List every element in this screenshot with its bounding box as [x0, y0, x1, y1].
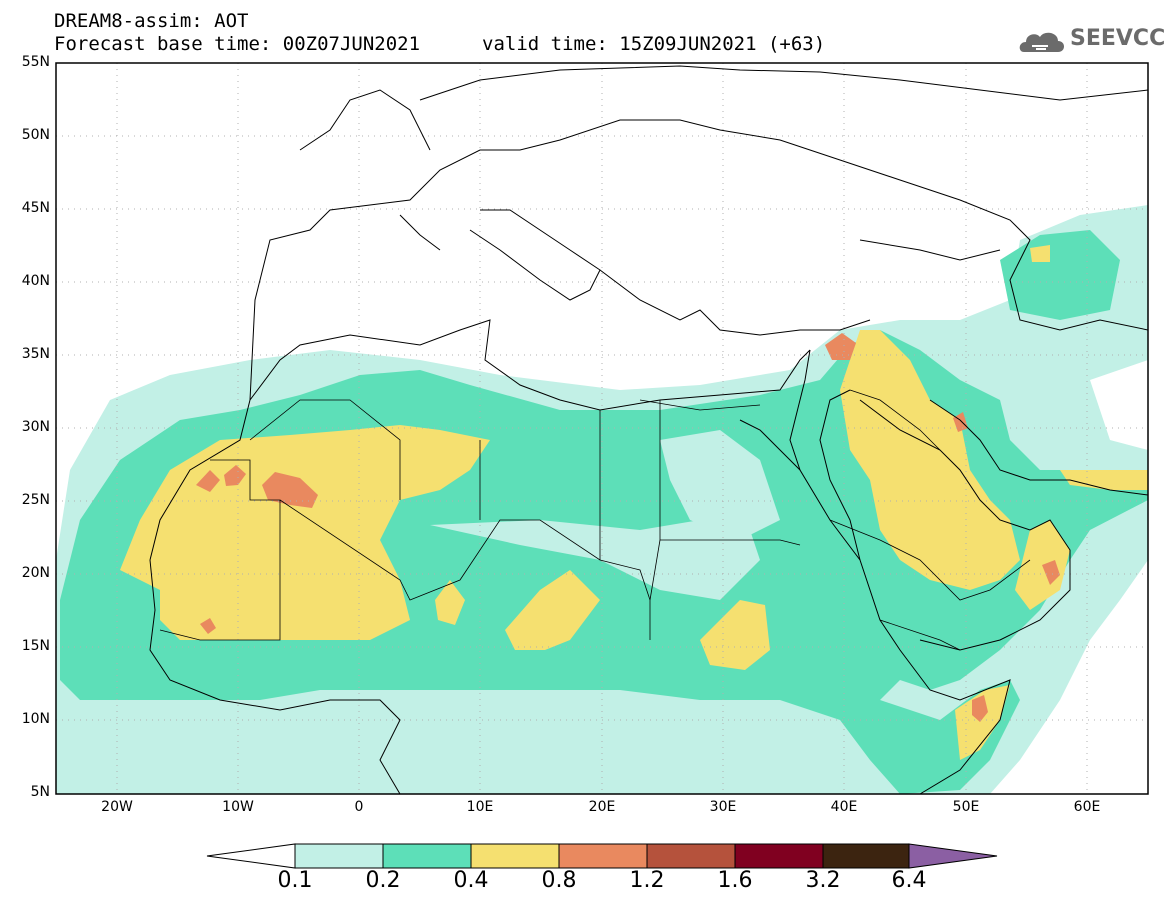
colorbar-label: 0.2 [365, 868, 401, 893]
colorbar-label: 0.4 [453, 868, 489, 893]
lat-tick-5n: 5N [30, 784, 50, 800]
lon-tick-60e: 60E [1073, 799, 1101, 815]
coastlines [149, 65, 1148, 794]
valid-time: valid time: 15Z09JUN2021 (+63) [482, 33, 826, 55]
aot-band-0.8-western-sahara [196, 470, 220, 492]
lat-tick-20n: 20N [21, 565, 50, 581]
colorbar-label: 3.2 [805, 868, 841, 893]
aot-band-0.4-iran [1060, 470, 1148, 490]
aot-band-0.4-chad [505, 570, 600, 650]
aot-band-0.1-interior-2 [660, 430, 780, 540]
aot-band-0.8-kuwait [953, 412, 968, 432]
aot-band-0.8-somalia [972, 695, 988, 722]
lat-tick-55n: 55N [21, 54, 50, 70]
aot-band-0.8-mali [200, 618, 216, 634]
aot-band-0.8-western-sahara-2 [224, 465, 246, 486]
colorbar [206, 843, 998, 869]
aot-band-0.1-interior [430, 500, 760, 600]
cloud-icon [1019, 32, 1064, 52]
aot-band-0.2-north [1000, 230, 1120, 320]
map-title: DREAM8-assim: AOT [54, 10, 249, 32]
colorbar-label: 1.6 [717, 868, 753, 893]
lon-tick-10e: 10E [466, 799, 494, 815]
aot-band-0.8-algeria [262, 472, 318, 508]
lon-tick-30e: 30E [709, 799, 737, 815]
forecast-base-time: Forecast base time: 00Z07JUN2021 [54, 33, 421, 55]
aot-band-0.4-somalia [955, 685, 1010, 760]
aot-band-0.8-iraq [825, 333, 856, 360]
lon-tick-50e: 50E [952, 799, 980, 815]
colorbar-label: 6.4 [891, 868, 927, 893]
lat-tick-25n: 25N [21, 492, 50, 508]
lat-tick-40n: 40N [21, 273, 50, 289]
colorbar-label: 0.1 [277, 868, 313, 893]
logo-text: SEEVCCC [1070, 26, 1165, 51]
lat-tick-45n: 45N [21, 200, 50, 216]
lat-tick-15n: 15N [21, 638, 50, 654]
lat-tick-35n: 35N [21, 346, 50, 362]
plot-frame [55, 62, 1149, 795]
aot-band-0.8-oman [1042, 560, 1060, 585]
colorbar-label: 1.2 [629, 868, 665, 893]
country-borders [159, 389, 1031, 651]
lon-tick-20e: 20E [588, 799, 616, 815]
lat-tick-10n: 10N [21, 711, 50, 727]
lon-tick-0: 0 [354, 799, 364, 815]
aot-band-0.4-arabia [840, 330, 1020, 590]
aot-band-0.4-caspian [1030, 245, 1050, 262]
lat-tick-50n: 50N [21, 127, 50, 143]
colorbar-label: 0.8 [541, 868, 577, 893]
aot-band-0.4-niger [435, 580, 465, 625]
aot-band-0.4-sudan [700, 600, 770, 670]
lon-tick-20w: 20W [101, 799, 133, 815]
lat-tick-30n: 30N [21, 419, 50, 435]
lon-tick-10w: 10W [222, 799, 254, 815]
aot-field [56, 205, 1148, 794]
lon-tick-40e: 40E [830, 799, 858, 815]
graticule [56, 63, 1148, 794]
